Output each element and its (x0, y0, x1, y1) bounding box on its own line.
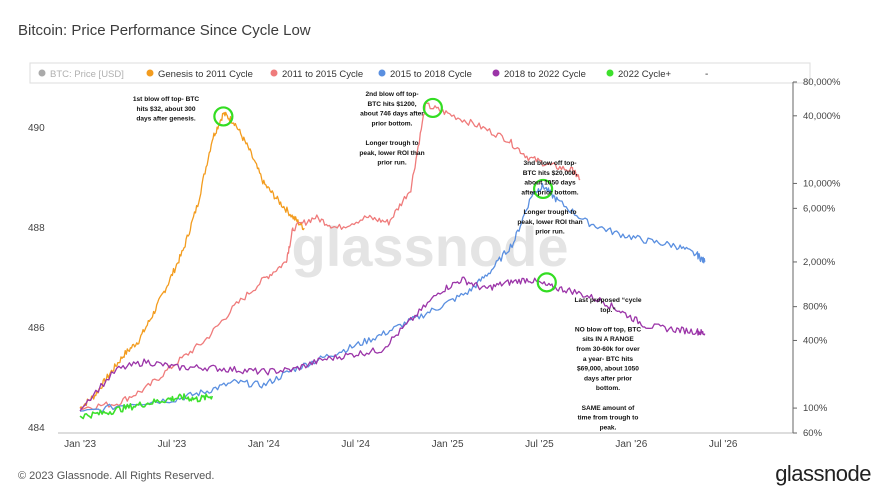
legend-swatch (378, 69, 386, 77)
copyright: © 2023 Glassnode. All Rights Reserved. (18, 470, 215, 482)
right-tick-label: 60% (803, 428, 823, 439)
legend-item[interactable]: 2018 to 2022 Cycle (504, 69, 586, 80)
legend-item[interactable]: BTC: Price [USD] (50, 69, 124, 80)
right-tick-label: 10,000% (803, 178, 841, 189)
annotation-text: 3nd blow off top-BTC hits $20,000, about … (517, 160, 582, 236)
x-tick-label: Jul '26 (709, 439, 738, 450)
series-line (79, 276, 706, 412)
series-line (79, 393, 214, 420)
x-tick-label: Jul '23 (158, 439, 187, 450)
cycle-top-marker (422, 97, 443, 119)
right-tick-label: 2,000% (803, 257, 836, 268)
series-line (79, 182, 706, 413)
legend-swatch (38, 69, 46, 77)
cycle-top-marker (536, 272, 557, 293)
brand-logo: glassnode (775, 461, 871, 486)
legend-item[interactable]: 2011 to 2015 Cycle (282, 69, 363, 80)
series-line (79, 101, 581, 411)
legend-swatch (270, 69, 278, 77)
x-tick-label: Jan '26 (615, 439, 647, 450)
legend-item[interactable]: 2022 Cycle+ (618, 69, 672, 80)
legend-item[interactable]: Genesis to 2011 Cycle (158, 69, 253, 80)
right-tick-label: 800% (803, 302, 828, 313)
left-tick-label: 490 (28, 123, 45, 134)
cycle-top-marker (213, 106, 234, 127)
annotations: 1st blow off top- BTC hits $32, about 300… (133, 91, 642, 431)
x-tick-label: Jan '23 (64, 439, 96, 450)
right-tick-label: 100% (803, 403, 828, 414)
legend[interactable]: BTC: Price [USD] Genesis to 2011 Cycle 201… (29, 62, 811, 84)
cycle-top-marker (532, 178, 554, 200)
left-tick-label: 486 (28, 323, 45, 334)
left-tick-label: 488 (28, 223, 45, 234)
legend-extra: - (705, 69, 708, 80)
series-line (79, 111, 305, 410)
right-tick-label: 400% (803, 335, 828, 346)
x-tick-label: Jul '25 (525, 439, 554, 450)
legend-swatch (492, 69, 500, 77)
annotation-text: Last proposed “cycle top.” NO blow off top… (574, 297, 641, 431)
left-tick-label: 484 (28, 423, 45, 434)
legend-swatch (606, 69, 614, 77)
page-title: Bitcoin: Price Performance Since Cycle L… (18, 22, 311, 39)
legend-item[interactable]: 2015 to 2018 Cycle (390, 69, 472, 80)
x-tick-label: Jul '24 (341, 439, 370, 450)
axes: Jan '23 Jul '23 Jan '24 Jul '24 Jan '25 Jul '… (28, 77, 841, 450)
annotation-text: 1st blow off top- BTC hits $32, about 300… (133, 96, 200, 123)
annotation-text: 2nd blow off top-BTC hits $1200, about 74… (359, 91, 424, 167)
legend-swatch (146, 69, 154, 77)
watermark: glassnode (292, 215, 569, 278)
right-tick-label: 40,000% (803, 111, 841, 122)
cycle-top-markers (213, 97, 557, 293)
right-tick-label: 80,000% (803, 77, 841, 88)
right-tick-label: 6,000% (803, 203, 836, 214)
x-tick-label: Jan '25 (432, 439, 464, 450)
x-tick-label: Jan '24 (248, 439, 280, 450)
series-layer (79, 101, 706, 420)
